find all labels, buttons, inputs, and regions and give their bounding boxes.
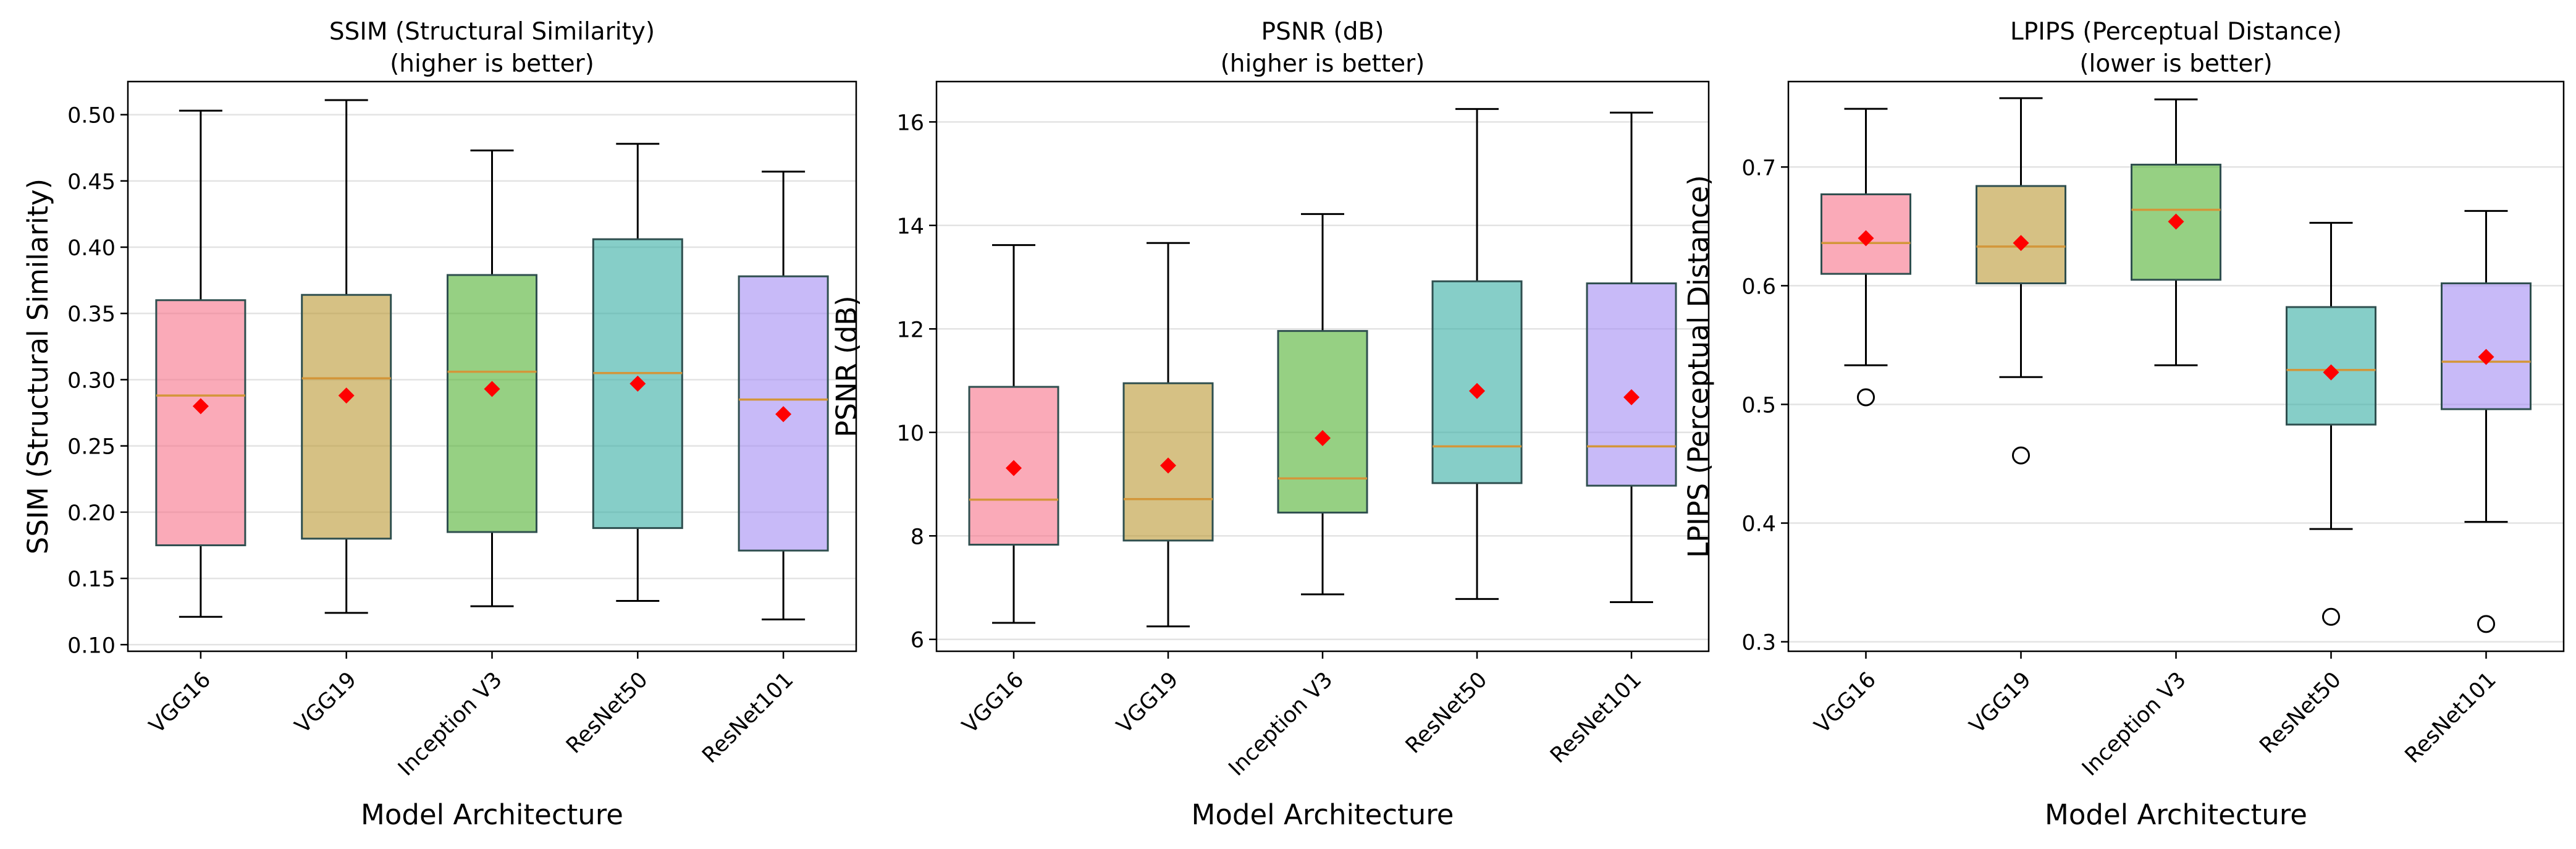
y-tick-label: 16 xyxy=(896,111,924,135)
x-axis-label: Model Architecture xyxy=(1192,798,1454,831)
y-tick-label: 14 xyxy=(896,214,924,239)
y-tick-label: 0.20 xyxy=(67,501,116,526)
mean-marker xyxy=(629,375,646,392)
mean-marker xyxy=(484,381,500,397)
panel-title: PSNR (dB) xyxy=(1261,18,1384,46)
y-tick-label: 0.5 xyxy=(1741,393,1776,418)
box-4 xyxy=(2441,282,2532,410)
mean-marker xyxy=(338,387,355,404)
box-plots xyxy=(155,99,829,621)
ssim-panel: SSIM (Structural Similarity) (higher is … xyxy=(22,18,857,831)
y-tick-label: 0.7 xyxy=(1741,156,1776,180)
mean-marker xyxy=(2013,235,2029,251)
plot-frame xyxy=(127,80,857,653)
mean-marker xyxy=(1160,457,1176,474)
box-2 xyxy=(1277,330,1368,514)
panel-subtitle: (higher is better) xyxy=(390,50,594,78)
panel-subtitle: (higher is better) xyxy=(1221,50,1425,78)
y-tick-label: 0.10 xyxy=(67,633,116,658)
y-tick-label: 0.35 xyxy=(67,302,116,327)
mean-marker xyxy=(1315,429,1331,446)
y-tick-label: 0.40 xyxy=(67,236,116,261)
plot-frame xyxy=(935,80,1710,653)
plot-frame xyxy=(1787,80,2565,653)
box-3 xyxy=(1431,280,1523,484)
y-tick-label: 0.50 xyxy=(67,104,116,129)
y-tick-label: 0.6 xyxy=(1741,274,1776,299)
box-plots xyxy=(968,108,1677,628)
y-tick-label: 8 xyxy=(911,525,924,549)
mean-marker xyxy=(1858,230,1874,247)
panel-title: LPIPS (Perceptual Distance) xyxy=(2010,18,2342,46)
y-axis-label: LPIPS (Perceptual Distance) xyxy=(1682,175,1715,558)
x-axis-label: Model Architecture xyxy=(361,798,623,831)
y-axis-label: SSIM (Structural Similarity) xyxy=(22,179,54,554)
mean-marker xyxy=(192,398,209,415)
mean-marker xyxy=(1469,382,1485,399)
y-axis-label: PSNR (dB) xyxy=(830,295,863,437)
mean-marker xyxy=(1623,389,1639,405)
y-tick-label: 0.25 xyxy=(67,435,116,460)
panel-title: SSIM (Structural Similarity) xyxy=(329,18,655,46)
y-tick-label: 0.3 xyxy=(1741,631,1776,656)
outlier-point xyxy=(2012,446,2030,465)
y-tick-label: 10 xyxy=(896,421,924,446)
y-tick-label: 0.45 xyxy=(67,170,116,195)
mean-marker xyxy=(2323,364,2339,381)
outlier-point xyxy=(2477,615,2495,633)
x-axis-label: Model Architecture xyxy=(2045,798,2307,831)
y-tick-label: 0.30 xyxy=(67,368,116,393)
y-tick-label: 6 xyxy=(911,628,924,653)
panel-subtitle: (lower is better) xyxy=(2079,50,2272,78)
box-1 xyxy=(1976,185,2066,285)
y-tick-label: 0.15 xyxy=(67,567,116,592)
y-tick-label: 0.4 xyxy=(1741,512,1776,537)
box-4 xyxy=(1586,282,1677,487)
box-0 xyxy=(155,299,246,546)
mean-marker xyxy=(1006,460,1022,476)
mean-marker xyxy=(2478,348,2494,365)
box-plots xyxy=(1820,97,2532,633)
mean-marker xyxy=(2168,213,2184,230)
box-1 xyxy=(301,294,392,540)
outlier-point xyxy=(1857,388,1875,407)
mean-marker xyxy=(775,406,792,423)
box-2 xyxy=(447,274,537,533)
y-tick-label: 12 xyxy=(896,318,924,342)
outlier-point xyxy=(2322,607,2340,626)
